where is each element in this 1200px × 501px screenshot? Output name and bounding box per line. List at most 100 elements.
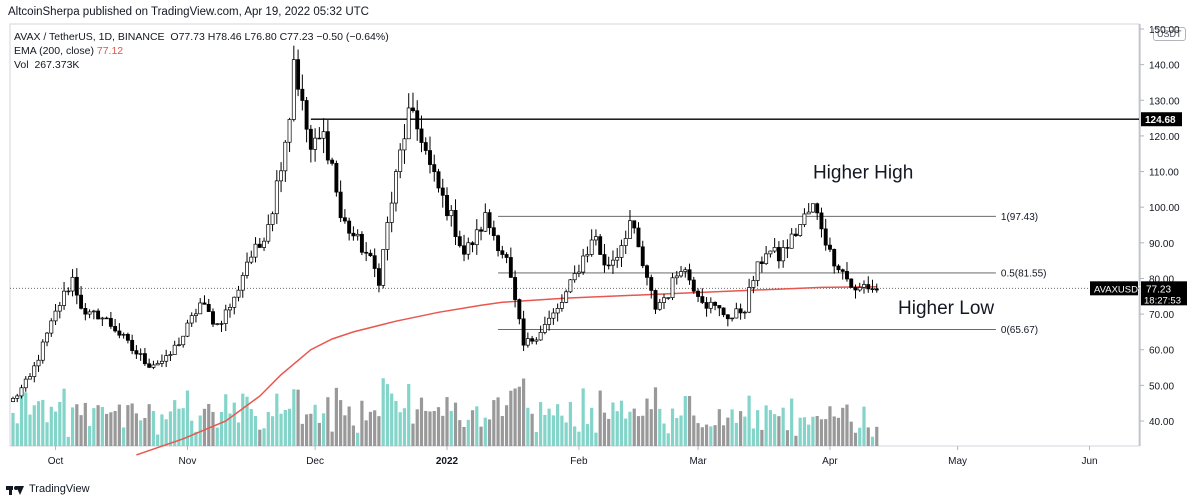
volume-bar xyxy=(113,411,117,446)
volume-value: 267.373K xyxy=(34,59,80,71)
candle-body xyxy=(270,213,275,225)
volume-bar xyxy=(487,419,492,446)
candle-body xyxy=(862,284,866,288)
volume-bar xyxy=(398,412,402,446)
candle-body xyxy=(866,284,871,290)
candle-body xyxy=(564,291,569,303)
volume-bar xyxy=(28,414,32,446)
candle-body xyxy=(74,276,79,296)
candle-body xyxy=(445,194,449,217)
candle-body xyxy=(717,305,722,309)
candle-body xyxy=(742,311,747,314)
candle-body xyxy=(802,213,807,225)
volume-bar xyxy=(96,405,100,446)
volume-bar xyxy=(83,402,87,446)
x-tick-label: Dec xyxy=(306,456,324,467)
volume-bar xyxy=(607,418,611,446)
volume-bar xyxy=(53,411,58,446)
volume-bar xyxy=(853,432,858,446)
volume-bar xyxy=(726,417,730,446)
candle-body xyxy=(142,353,147,365)
volume-bar xyxy=(36,401,41,446)
candle-body xyxy=(219,323,224,325)
candle-body xyxy=(279,170,284,182)
candle-body xyxy=(83,308,88,315)
volume-bar xyxy=(496,397,500,446)
candle-body xyxy=(194,313,198,316)
volume-bar xyxy=(483,417,487,446)
volume-bar xyxy=(462,426,466,446)
volume-bar xyxy=(760,429,764,446)
volume-bar xyxy=(275,393,279,446)
candle-body xyxy=(483,212,488,232)
x-tick-label: Apr xyxy=(822,456,838,467)
volume-bar xyxy=(470,410,475,446)
volume-bar xyxy=(624,418,628,446)
candle-body xyxy=(555,308,560,314)
fib-level-label: 1(97.43) xyxy=(1001,212,1038,223)
candle-body xyxy=(589,239,594,255)
candle-body xyxy=(419,128,424,143)
volume-bar xyxy=(87,425,92,446)
candle-body xyxy=(304,100,309,130)
price-chart[interactable]: 40.00 50.00 60.00 70.00 80.00 90.00 100.00 110.… xyxy=(0,22,1200,472)
candle-body xyxy=(406,107,411,140)
fib-level-label: 0.5(81.55) xyxy=(1001,268,1047,279)
candle-body xyxy=(91,310,96,313)
candle-body xyxy=(504,254,509,258)
candle-body xyxy=(308,128,313,150)
candle-body xyxy=(700,296,705,303)
candle-body xyxy=(249,256,254,263)
candle-body xyxy=(338,191,343,219)
candle-body xyxy=(274,180,279,215)
y-tick-label: 150.00 xyxy=(1149,25,1180,36)
volume-bar xyxy=(692,415,696,446)
volume-bar xyxy=(802,417,807,446)
volume-bar xyxy=(479,426,483,446)
volume-bar xyxy=(513,388,517,446)
candle-body xyxy=(266,224,271,242)
volume-bar xyxy=(632,408,636,446)
candle-body xyxy=(398,149,403,172)
candle-body xyxy=(253,243,258,258)
currency-unit-badge[interactable]: USDT xyxy=(1153,27,1186,41)
y-tick-label: 50.00 xyxy=(1149,381,1174,392)
candle-body xyxy=(666,297,671,299)
candle-body xyxy=(551,312,556,319)
candle-body xyxy=(45,332,49,343)
volume-bar xyxy=(356,432,360,446)
candle-body xyxy=(874,288,879,291)
volume-bar xyxy=(79,415,83,446)
candle-body xyxy=(623,238,628,246)
last-price-tag-label: 77.23 xyxy=(1146,284,1171,295)
y-tick-label: 40.00 xyxy=(1149,417,1174,428)
volume-bar xyxy=(24,392,28,446)
candle-body xyxy=(734,308,739,319)
volume-bar xyxy=(198,415,202,446)
volume-bar xyxy=(687,396,692,446)
volume-bar xyxy=(432,410,436,446)
volume-bar xyxy=(700,427,704,446)
volume-bar xyxy=(841,407,845,446)
candle-body xyxy=(428,150,432,165)
volume-series xyxy=(11,378,879,446)
symbol-row: AVAX / TetherUS, 1D, BINANCE O77.73 H78.… xyxy=(14,30,389,44)
volume-bar xyxy=(475,406,479,446)
volume-bar xyxy=(211,411,215,446)
candle-body xyxy=(598,236,603,255)
candle-body xyxy=(615,257,620,261)
volume-bar xyxy=(428,411,432,446)
volume-bar xyxy=(62,388,66,446)
candle-body xyxy=(100,317,105,320)
candle-body xyxy=(470,242,475,246)
volume-bar xyxy=(781,407,785,446)
volume-bar xyxy=(45,422,49,446)
candle-body xyxy=(330,159,335,164)
volume-bar xyxy=(653,387,658,446)
candle-body xyxy=(585,254,590,257)
candle-body xyxy=(508,257,513,278)
volume-bar xyxy=(543,414,547,446)
volume-bar xyxy=(11,412,15,446)
y-tick-label: 140.00 xyxy=(1149,61,1180,72)
candle-body xyxy=(704,302,709,309)
